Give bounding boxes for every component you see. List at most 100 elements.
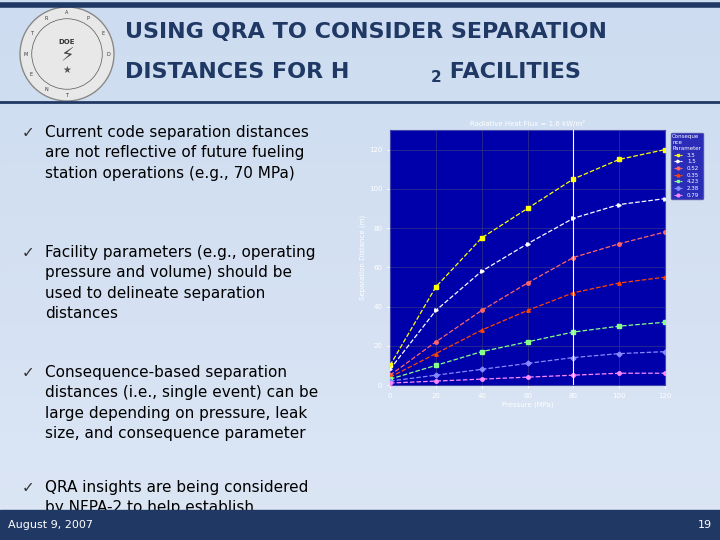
Bar: [0, 426, 720, 427]
Bar: [0, 201, 720, 202]
Text: ✓: ✓: [22, 245, 35, 260]
Bar: [0, 320, 720, 321]
Bar: [0, 38, 720, 39]
Bar: [0, 316, 720, 317]
Text: P: P: [86, 16, 89, 21]
Bar: [0, 204, 720, 205]
Bar: [0, 384, 720, 385]
Bar: [0, 102, 720, 103]
Bar: [0, 318, 720, 319]
Bar: [0, 27, 720, 28]
Bar: [0, 230, 720, 231]
Bar: [0, 483, 720, 484]
Bar: [0, 239, 720, 240]
Bar: [0, 99, 720, 100]
Bar: [0, 50, 720, 51]
Bar: [0, 440, 720, 441]
Bar: [0, 466, 720, 467]
Bar: [0, 158, 720, 159]
Bar: [0, 298, 720, 299]
Bar: [0, 326, 720, 327]
Bar: [0, 455, 720, 456]
Bar: [0, 402, 720, 403]
Bar: [0, 82, 720, 83]
Bar: [0, 42, 720, 43]
Bar: [0, 45, 720, 46]
Bar: [0, 244, 720, 245]
Bar: [0, 284, 720, 285]
Bar: [0, 459, 720, 460]
Bar: [0, 186, 720, 187]
Bar: [0, 481, 720, 482]
Bar: [0, 356, 720, 357]
Bar: [0, 151, 720, 152]
Bar: [0, 67, 720, 68]
Bar: [0, 389, 720, 390]
Bar: [0, 187, 720, 188]
Bar: [0, 331, 720, 332]
Bar: [0, 226, 720, 227]
Circle shape: [20, 7, 114, 101]
Bar: [0, 354, 720, 355]
Bar: [0, 235, 720, 236]
Bar: [0, 431, 720, 432]
Bar: [0, 98, 720, 99]
Bar: [0, 117, 720, 118]
Bar: [0, 115, 720, 116]
Bar: [0, 210, 720, 211]
Bar: [0, 359, 720, 360]
Bar: [0, 373, 720, 374]
Bar: [0, 303, 720, 304]
Bar: [0, 120, 720, 121]
Bar: [0, 208, 720, 209]
Bar: [0, 493, 720, 494]
Bar: [0, 34, 720, 35]
Bar: [0, 395, 720, 396]
Bar: [0, 174, 720, 175]
Bar: [0, 19, 720, 20]
Bar: [0, 363, 720, 364]
Bar: [0, 410, 720, 411]
Bar: [0, 243, 720, 244]
Bar: [0, 104, 720, 105]
Bar: [0, 252, 720, 253]
Bar: [0, 85, 720, 86]
Text: D: D: [107, 51, 110, 57]
Bar: [0, 429, 720, 430]
Bar: [0, 514, 720, 515]
Bar: [0, 39, 720, 40]
Bar: [0, 424, 720, 425]
Bar: [0, 523, 720, 524]
Bar: [0, 300, 720, 301]
Bar: [0, 482, 720, 483]
Bar: [0, 264, 720, 265]
Bar: [0, 500, 720, 501]
Bar: [0, 28, 720, 29]
Bar: [0, 129, 720, 130]
Bar: [0, 13, 720, 14]
Bar: [0, 2, 720, 3]
Bar: [0, 29, 720, 30]
Bar: [0, 261, 720, 262]
Bar: [0, 30, 720, 31]
Bar: [0, 10, 720, 11]
Bar: [0, 228, 720, 229]
Bar: [0, 162, 720, 163]
Bar: [0, 143, 720, 144]
Bar: [0, 110, 720, 111]
Bar: [0, 131, 720, 132]
Bar: [0, 182, 720, 183]
Bar: [0, 43, 720, 44]
Bar: [0, 387, 720, 388]
Bar: [0, 95, 720, 96]
Bar: [0, 126, 720, 127]
Text: Current code separation distances
are not reflective of future fueling
station o: Current code separation distances are no…: [45, 125, 309, 181]
Bar: [0, 476, 720, 477]
Bar: [0, 90, 720, 91]
Bar: [0, 78, 720, 79]
Bar: [0, 463, 720, 464]
Bar: [0, 296, 720, 297]
Bar: [0, 376, 720, 377]
Bar: [0, 372, 720, 373]
Bar: [0, 240, 720, 241]
